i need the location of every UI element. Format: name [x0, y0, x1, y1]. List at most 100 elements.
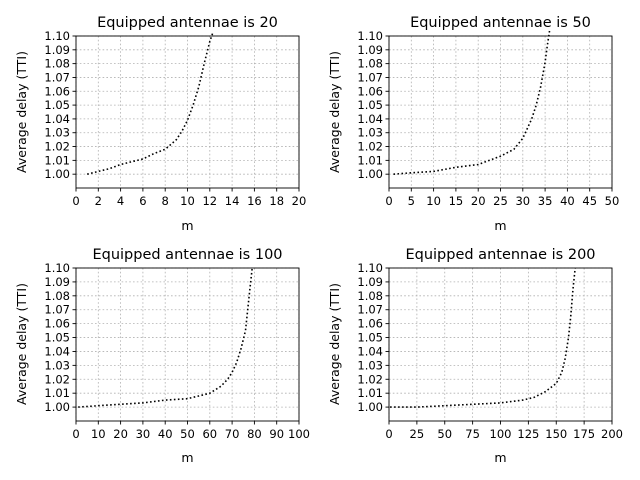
y-tick-label: 1.07 [357, 70, 383, 84]
x-tick-label: 50 [605, 194, 620, 208]
x-tick-label: 10 [91, 427, 106, 441]
subplot-antennae-50: Equipped antennae is 50 m Average delay … [327, 15, 619, 233]
x-tick-label: 25 [410, 427, 425, 441]
y-tick-label: 1.02 [357, 140, 383, 154]
y-tick-label: 1.08 [357, 289, 383, 303]
y-tick-label: 1.04 [357, 112, 383, 126]
x-tick-label: 5 [408, 194, 415, 208]
y-tick-label: 1.03 [44, 126, 70, 140]
subplot-title: Equipped antennae is 50 [410, 15, 591, 31]
x-tick-label: 40 [560, 194, 575, 208]
y-tick-label: 1.06 [44, 317, 70, 331]
x-tick-label: 125 [517, 427, 539, 441]
y-tick-label: 1.05 [44, 98, 70, 112]
x-tick-label: 0 [385, 194, 392, 208]
subplot-antennae-200: Equipped antennae is 200 m Average delay… [327, 247, 623, 465]
x-tick-label: 40 [158, 427, 173, 441]
x-tick-label: 100 [288, 427, 310, 441]
y-axis-label: Average delay (TTI) [327, 283, 342, 405]
x-tick-label: 0 [385, 427, 392, 441]
x-tick-label: 0 [72, 194, 79, 208]
data-series-line [87, 31, 214, 175]
subplot-title: Equipped antennae is 200 [405, 247, 595, 263]
y-tick-label: 1.08 [44, 57, 70, 71]
x-tick-label: 70 [225, 427, 240, 441]
x-tick-label: 10 [180, 194, 195, 208]
y-tick-label: 1.00 [357, 400, 383, 414]
y-tick-label: 1.07 [44, 303, 70, 317]
subplot-antennae-100: Equipped antennae is 100 m Average delay… [14, 247, 310, 465]
subplot-title: Equipped antennae is 100 [92, 247, 282, 263]
y-tick-label: 1.10 [357, 261, 383, 275]
x-tick-label: 30 [136, 427, 151, 441]
y-tick-label: 1.09 [44, 43, 70, 57]
y-tick-label: 1.01 [44, 386, 70, 400]
x-tick-label: 90 [269, 427, 284, 441]
x-tick-label: 2 [95, 194, 102, 208]
x-axis-label: m [494, 450, 506, 465]
x-tick-label: 20 [471, 194, 486, 208]
x-tick-label: 50 [180, 427, 195, 441]
y-tick-label: 1.00 [44, 167, 70, 181]
data-series-line [393, 30, 551, 175]
x-tick-label: 75 [465, 427, 480, 441]
y-tick-label: 1.05 [357, 331, 383, 345]
x-tick-label: 15 [449, 194, 464, 208]
x-tick-label: 18 [269, 194, 284, 208]
data-series-line [390, 267, 576, 408]
y-tick-label: 1.04 [44, 112, 70, 126]
x-tick-label: 16 [247, 194, 262, 208]
y-tick-label: 1.06 [44, 84, 70, 98]
y-tick-label: 1.09 [357, 43, 383, 57]
x-tick-label: 100 [490, 427, 512, 441]
x-tick-label: 80 [247, 427, 262, 441]
y-tick-label: 1.03 [357, 358, 383, 372]
y-tick-label: 1.06 [357, 317, 383, 331]
x-tick-label: 150 [545, 427, 567, 441]
y-tick-label: 1.10 [44, 261, 70, 275]
y-axis-label: Average delay (TTI) [327, 51, 342, 173]
y-tick-label: 1.05 [357, 98, 383, 112]
x-tick-label: 25 [493, 194, 508, 208]
x-tick-label: 14 [225, 194, 240, 208]
y-axis-label: Average delay (TTI) [14, 51, 29, 173]
y-tick-label: 1.04 [357, 344, 383, 358]
y-tick-label: 1.00 [44, 400, 70, 414]
y-tick-label: 1.09 [357, 275, 383, 289]
data-series-line [78, 267, 253, 408]
y-tick-label: 1.01 [44, 153, 70, 167]
y-tick-label: 1.07 [357, 303, 383, 317]
y-tick-label: 1.10 [357, 29, 383, 43]
x-tick-label: 30 [515, 194, 530, 208]
y-tick-label: 1.00 [357, 167, 383, 181]
y-tick-label: 1.02 [44, 140, 70, 154]
y-axis-label: Average delay (TTI) [14, 283, 29, 405]
x-tick-label: 12 [202, 194, 217, 208]
y-tick-label: 1.06 [357, 84, 383, 98]
y-tick-label: 1.10 [44, 29, 70, 43]
x-tick-label: 8 [162, 194, 169, 208]
y-tick-label: 1.03 [44, 358, 70, 372]
y-tick-label: 1.09 [44, 275, 70, 289]
x-tick-label: 35 [538, 194, 553, 208]
y-tick-label: 1.03 [357, 126, 383, 140]
x-tick-label: 20 [113, 427, 128, 441]
x-tick-label: 175 [573, 427, 595, 441]
y-tick-label: 1.01 [357, 153, 383, 167]
x-tick-label: 45 [582, 194, 597, 208]
y-tick-label: 1.04 [44, 344, 70, 358]
x-tick-label: 6 [139, 194, 146, 208]
y-tick-label: 1.08 [44, 289, 70, 303]
x-tick-label: 10 [426, 194, 441, 208]
x-axis-label: m [181, 450, 193, 465]
y-tick-label: 1.02 [357, 372, 383, 386]
subplot-antennae-20: Equipped antennae is 20 m Average delay … [14, 15, 306, 233]
x-tick-label: 50 [437, 427, 452, 441]
y-tick-label: 1.02 [44, 372, 70, 386]
subplot-title: Equipped antennae is 20 [97, 15, 278, 31]
x-tick-label: 0 [72, 427, 79, 441]
x-axis-label: m [181, 218, 193, 233]
x-axis-label: m [494, 218, 506, 233]
y-tick-label: 1.07 [44, 70, 70, 84]
